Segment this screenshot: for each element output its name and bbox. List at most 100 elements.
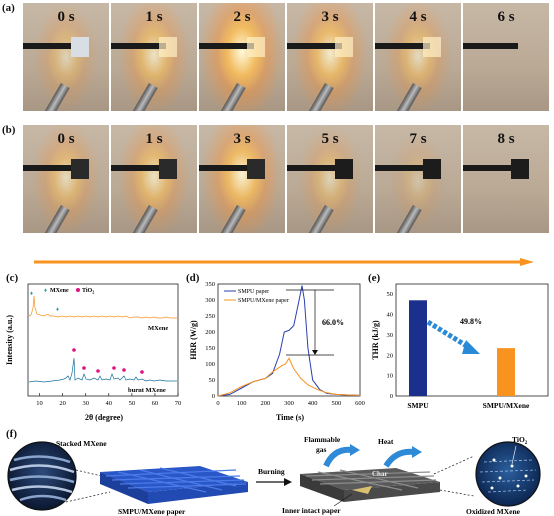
lighter-nozzle (131, 83, 158, 111)
lighter-nozzle (307, 205, 334, 233)
thr-y-tick-label: 10 (387, 373, 394, 380)
hrr-x-tick-label: 0 (216, 400, 219, 407)
photo-time-label: 7 s (409, 131, 427, 147)
time-arrow (34, 258, 534, 266)
photo-time-label: 0 s (57, 131, 75, 147)
photo-time-label: 2 s (233, 9, 251, 25)
heat-arrow (383, 448, 415, 468)
sample-strip (159, 159, 177, 179)
sample-strip (335, 159, 353, 179)
burning-label: Burning (258, 467, 285, 476)
hrr-x-tick-label: 500 (331, 400, 341, 407)
hrr-x-axis-label: Time (s) (276, 413, 304, 422)
thr-bar (409, 300, 427, 396)
heat-label: Heat (378, 437, 394, 446)
xrd-x-tick-label: 50 (129, 400, 136, 407)
lighter-nozzle (307, 83, 334, 111)
hrr-legend-label: SMPU paper (238, 289, 269, 295)
char-label: Char (372, 470, 388, 478)
burn-photo: 0 s (22, 124, 110, 234)
photo-time-label: 8 s (497, 131, 515, 147)
tio2-label: TiO2 (512, 435, 528, 446)
xrd-burnt-trace (28, 357, 177, 383)
xrd-x-tick-label: 60 (152, 400, 159, 407)
hrr-y-tick-label: 250 (205, 313, 215, 320)
oxidized-mxene-inset (475, 441, 541, 507)
sample-holder (111, 43, 166, 49)
photo-time-label: 6 s (497, 9, 515, 25)
photo-time-label: 4 s (409, 9, 427, 25)
lighter-nozzle (219, 83, 246, 111)
burn-photo: 0 s (22, 2, 110, 112)
hrr-x-tick-label: 300 (284, 400, 294, 407)
lighter-nozzle (131, 205, 158, 233)
thr-plot: SMPU SMPU/MXene 0 10 20 30 40 50 49.8% THR (kJ/… (371, 283, 549, 410)
burn-photo: 2 s (198, 2, 286, 112)
tio2-peak-marker (112, 366, 116, 370)
lighter-nozzle (219, 205, 246, 233)
hrr-x-tick-label: 100 (237, 400, 247, 407)
hrr-y-tick-label: 350 (205, 281, 215, 288)
sample-strip (159, 37, 177, 57)
paper-label: SMPU/MXene paper (118, 507, 186, 516)
xrd-x-tick-label: 40 (106, 400, 113, 407)
photo-time-label: 1 s (145, 9, 163, 25)
sample-holder (23, 165, 78, 171)
legend-mxene-label: MXene (50, 288, 69, 294)
xrd-axes-frame (27, 283, 179, 397)
legend-tio2-label: TiO2 (82, 288, 94, 295)
flammable-label: Flammable (304, 435, 341, 444)
thr-y-tick-label: 0 (390, 393, 393, 400)
lighter-nozzle (43, 205, 70, 233)
panel-label-b: (b) (2, 124, 16, 136)
char-paper-illustration (300, 468, 440, 502)
sample-strip (423, 159, 441, 179)
thr-y-axis-label: THR (kJ/g) (371, 320, 380, 360)
burn-photo: 6 s (462, 2, 550, 112)
tio2-peak-marker (122, 368, 126, 372)
hrr-legend-label: SMPU/MXene paper (238, 298, 289, 304)
xrd-mxene-trace (28, 295, 177, 319)
xrd-x-tick-label: 20 (59, 400, 66, 407)
burn-photo: 4 s (374, 2, 462, 112)
panel-label-a: (a) (2, 2, 15, 14)
stacked-mxene-inset (7, 441, 77, 511)
thr-annotation-text: 49.8% (460, 317, 482, 326)
xrd-plot: ♦ MXene TiO2 ♦ ♦ MXene burnt MXene 10 20 3… (5, 283, 181, 422)
xrd-mxene-peak-marker: ♦ (30, 291, 33, 297)
thr-y-tick-label: 40 (387, 312, 394, 319)
legend-tio2-marker (76, 288, 80, 292)
hrr-y-tick-label: 200 (205, 329, 215, 336)
hrr-x-tick-label: 400 (308, 400, 318, 407)
tio2-peak-marker (140, 370, 144, 374)
hrr-axes-frame (217, 283, 361, 397)
sample-holder (463, 165, 518, 171)
thr-axes-frame (395, 283, 549, 397)
xrd-mxene-trace-label: MXene (148, 325, 168, 332)
sample-strip (335, 37, 353, 57)
photo-time-label: 0 s (57, 9, 75, 25)
hrr-annotation-arrowhead (312, 350, 318, 355)
sample-holder (375, 165, 430, 171)
tio2-peak-marker (82, 366, 86, 370)
panel-label-e: (e) (368, 272, 381, 284)
oxidized-label: Oxidized MXene (466, 507, 521, 516)
xrd-x-ticks: 10 20 30 40 50 60 70 (36, 393, 181, 407)
burn-photo: 1 s (110, 124, 198, 234)
mxene-paper-illustration (100, 466, 248, 504)
legend-mxene-marker: ♦ (44, 288, 47, 294)
thr-category-label: SMPU/MXene (483, 401, 530, 410)
panel-label-d: (d) (186, 272, 200, 284)
xrd-y-axis-label: Intensity (a.u.) (5, 315, 14, 365)
sample-strip (247, 37, 265, 57)
thr-bar (497, 348, 515, 396)
sample-holder (199, 43, 254, 49)
hrr-series-line (217, 357, 361, 397)
tio2-peak-marker (72, 348, 76, 352)
mechanism-schematic: Stacked MXene SMPU/MXene paper Burning F… (7, 435, 541, 516)
sample-strip (511, 159, 529, 179)
thr-y-tick-label: 50 (387, 291, 394, 298)
sample-holder (111, 165, 166, 171)
sample-strip (71, 37, 89, 57)
stacked-mxene-label: Stacked MXene (56, 439, 107, 448)
